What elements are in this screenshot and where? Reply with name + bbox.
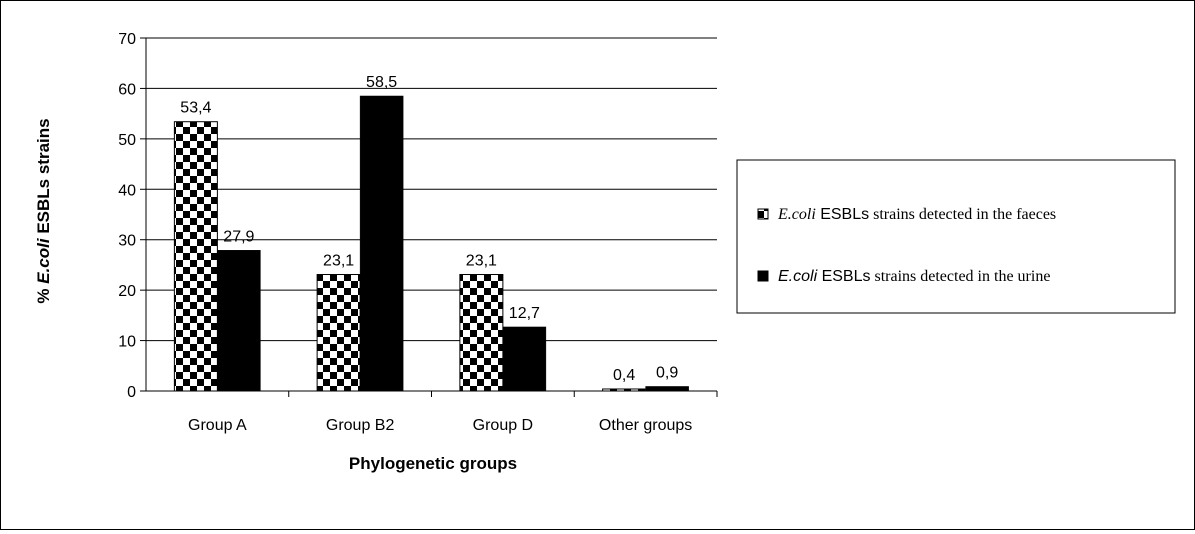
y-tick-label: 10 (118, 334, 136, 351)
bar-urine (217, 250, 261, 392)
bar-urine (502, 326, 547, 392)
legend-swatch-faeces (757, 208, 769, 220)
legend-box (736, 159, 1176, 314)
y-tick-label: 30 (118, 233, 136, 250)
y-tick-label: 0 (127, 384, 136, 401)
x-tick-label: Group A (188, 417, 247, 434)
legend-faeces-rest-sans: ESBLs (816, 206, 869, 223)
y-tick-label: 20 (118, 283, 136, 300)
data-label: 12,7 (509, 305, 540, 322)
legend-urine-rest-sans: ESBLs (817, 268, 870, 285)
y-axis-title-rest: ESBLs strains (34, 118, 53, 238)
bar-faeces (316, 274, 361, 392)
legend-urine-rest: strains detected in the urine (870, 268, 1050, 285)
x-tick-label: Group B2 (326, 417, 395, 434)
bar-faeces (173, 121, 218, 392)
data-label: 23,1 (323, 253, 354, 270)
data-label: 53,4 (180, 100, 211, 117)
data-label: 58,5 (366, 74, 397, 91)
data-label: 23,1 (466, 253, 497, 270)
y-tick-label: 50 (118, 132, 136, 149)
data-label: 27,9 (223, 228, 254, 245)
bar-faeces (459, 274, 504, 392)
legend-faeces-rest: strains detected in the faeces (869, 206, 1056, 223)
data-labels: 53,4 27,9 23,1 58,5 23,1 12,7 0,4 0,9 (180, 74, 678, 384)
bar-urine (645, 386, 689, 392)
bars (173, 95, 689, 392)
legend: E.coli ESBLs strains detected in the fae… (736, 159, 1176, 314)
y-axis-title-prefix: % (34, 284, 53, 304)
data-label: 0,4 (613, 367, 635, 384)
y-axis-title-italic: E.coli (34, 237, 53, 284)
legend-label-faeces: E.coli ESBLs strains detected in the fae… (777, 206, 1056, 223)
bar-urine (359, 95, 404, 392)
legend-faeces-italic: E.coli (777, 206, 816, 223)
y-axis-title: % E.coli ESBLs strains (34, 118, 53, 303)
y-tick-label: 60 (118, 81, 136, 98)
x-tick-label: Group D (473, 417, 533, 434)
y-tick-label: 70 (118, 31, 136, 48)
x-axis-title: Phylogenetic groups (349, 454, 517, 473)
x-tick-label: Other groups (599, 417, 692, 434)
legend-swatch-urine (757, 270, 769, 282)
data-label: 0,9 (656, 364, 678, 381)
legend-label-urine: E.coli ESBLs strains detected in the uri… (778, 268, 1050, 285)
legend-urine-italic: E.coli (778, 268, 818, 285)
y-tick-label: 40 (118, 182, 136, 199)
axes: 0 10 20 30 40 50 60 70 Group A Group B2 Group D Oth… (118, 31, 718, 434)
